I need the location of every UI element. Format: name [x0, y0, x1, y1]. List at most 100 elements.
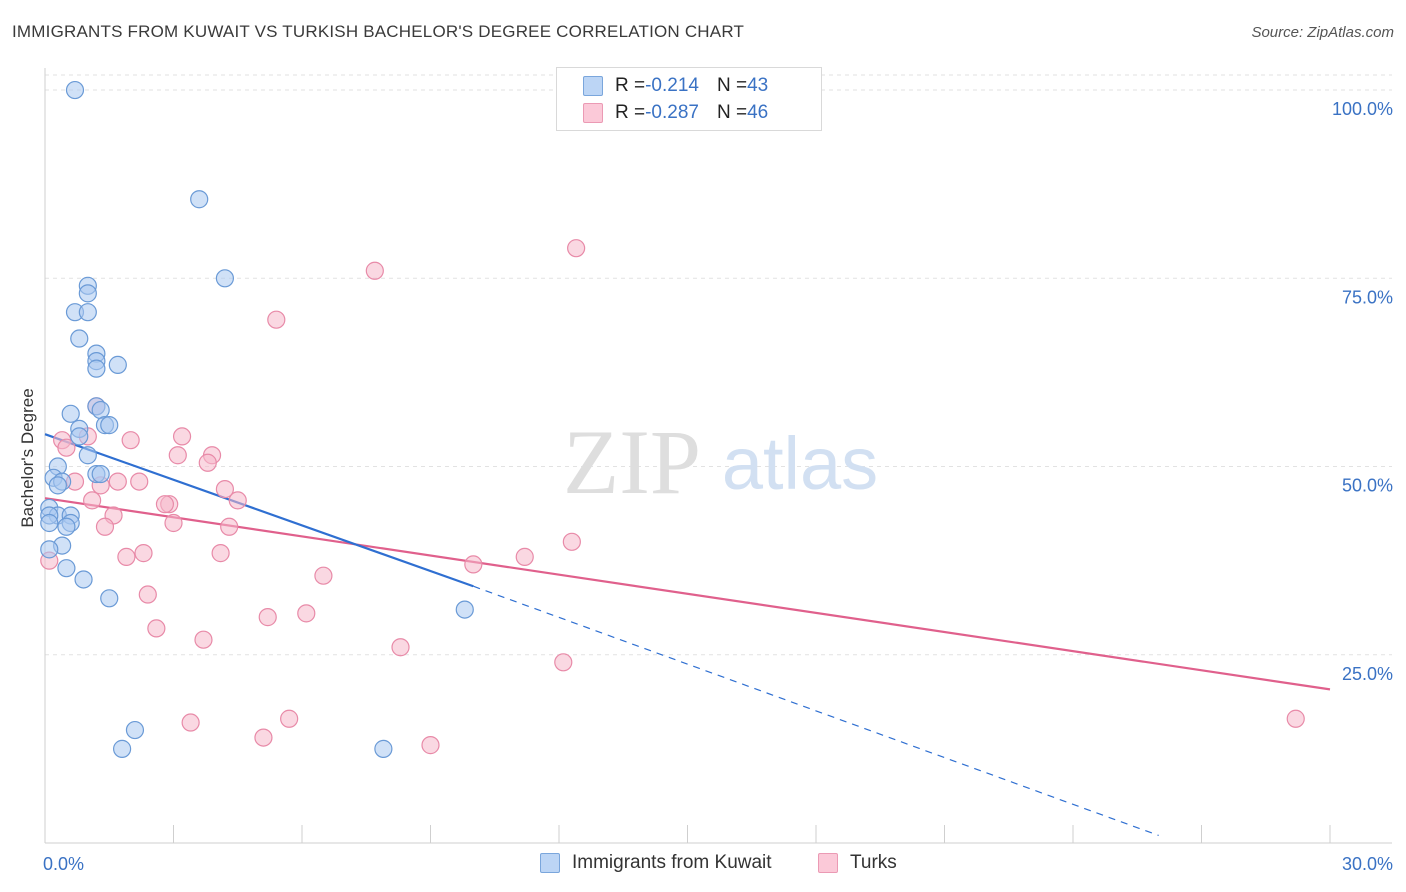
point-kuwait [78, 446, 97, 465]
point-kuwait [78, 303, 97, 322]
point-turks [254, 728, 273, 747]
watermark-atlas: atlas [722, 422, 878, 505]
point-kuwait [74, 570, 93, 589]
point-turks [211, 544, 230, 563]
y-tick-label: 50.0% [1342, 476, 1393, 496]
point-kuwait [91, 400, 110, 420]
legend-n-value: 43 [747, 75, 769, 96]
point-kuwait [215, 269, 234, 288]
series-label-turks: Turks [850, 852, 897, 873]
point-kuwait [100, 589, 119, 608]
source-label: Source: ZipAtlas.com [1251, 24, 1394, 41]
series-label-kuwait: Immigrants from Kuwait [572, 852, 772, 873]
point-turks [391, 638, 410, 657]
trend-line-kuwait [44, 433, 474, 588]
point-kuwait [61, 404, 80, 423]
legend-swatch-turks [583, 103, 603, 123]
legend-n-label: N = [716, 75, 748, 96]
x-tick-label-max: 30.0% [1342, 854, 1393, 874]
point-turks [314, 566, 333, 585]
point-turks [172, 427, 192, 446]
point-kuwait [374, 739, 393, 758]
y-tick-label: 75.0% [1342, 287, 1393, 307]
legend-n-value: 46 [747, 102, 769, 123]
point-turks [554, 653, 573, 672]
point-kuwait [108, 355, 127, 374]
point-kuwait [190, 190, 209, 209]
point-kuwait [48, 476, 67, 495]
point-turks [147, 619, 166, 638]
stats-legend: R = -0.214 N = 43 R = -0.287 N = 46 [556, 67, 822, 131]
legend-swatch-kuwait [583, 76, 603, 96]
point-turks [164, 513, 183, 533]
point-turks [198, 453, 217, 472]
point-turks [258, 608, 277, 627]
chart-title: IMMIGRANTS FROM KUWAIT VS TURKISH BACHEL… [12, 22, 745, 41]
trend-line-turks [44, 497, 1331, 691]
point-kuwait [70, 427, 89, 446]
point-kuwait [455, 600, 474, 619]
point-kuwait [91, 464, 110, 484]
x-tick-label-min: 0.0% [43, 854, 84, 874]
point-turks [297, 604, 316, 623]
point-turks [194, 630, 213, 649]
point-turks [280, 709, 299, 728]
point-turks [562, 532, 581, 551]
point-kuwait [40, 540, 59, 559]
legend-r-value: -0.214 [645, 75, 699, 96]
point-turks [215, 480, 234, 499]
point-kuwait [40, 513, 59, 533]
point-turks [155, 495, 175, 514]
point-turks [121, 431, 140, 450]
point-kuwait [112, 739, 132, 758]
watermark-zip: ZIP [563, 411, 701, 513]
point-turks [181, 713, 200, 732]
legend-row-turks: R = -0.287 N = 46 [583, 100, 768, 126]
point-turks [228, 491, 247, 510]
point-kuwait [100, 416, 119, 435]
point-kuwait [70, 329, 89, 348]
point-turks [365, 261, 384, 280]
tick-labels: 25.0% 50.0% 75.0% 100.0% 0.0% 30.0% [43, 99, 1393, 874]
series-legend-turks: Turks [818, 852, 897, 874]
y-tick-label: 100.0% [1332, 99, 1393, 119]
series-legend: Immigrants from Kuwait Turks [0, 852, 1406, 878]
point-turks [95, 517, 115, 536]
point-kuwait [78, 284, 97, 303]
point-turks [130, 472, 149, 491]
y-axis-label: Bachelor's Degree [18, 388, 37, 528]
point-turks [134, 544, 153, 563]
legend-n-label: N = [716, 102, 748, 123]
grid-lines [45, 74, 1392, 656]
trend-line-kuwait-extension [473, 585, 1159, 837]
data-points [40, 80, 1305, 758]
point-turks [464, 555, 483, 574]
point-kuwait [57, 559, 76, 578]
point-turks [421, 736, 440, 755]
point-turks [138, 585, 157, 604]
series-swatch-turks [818, 853, 838, 873]
trend-lines [44, 433, 1331, 837]
series-swatch-kuwait [540, 853, 560, 873]
point-kuwait [65, 80, 85, 100]
legend-r-label: R = [615, 75, 646, 96]
point-turks [57, 438, 76, 457]
series-legend-kuwait: Immigrants from Kuwait [540, 852, 772, 874]
point-kuwait [57, 517, 76, 536]
axes [44, 68, 1392, 844]
y-tick-label: 25.0% [1342, 664, 1393, 684]
point-turks [567, 239, 586, 258]
legend-r-value: -0.287 [645, 102, 699, 123]
watermark: ZIP atlas [563, 411, 878, 513]
point-turks [267, 310, 286, 329]
point-kuwait [87, 359, 106, 378]
legend-row-kuwait: R = -0.214 N = 43 [583, 73, 768, 99]
point-turks [515, 547, 534, 566]
point-turks [220, 517, 239, 536]
legend-r-label: R = [615, 102, 646, 123]
point-turks [83, 491, 102, 510]
point-turks [117, 547, 136, 566]
point-kuwait [125, 720, 145, 740]
point-turks [108, 472, 127, 491]
